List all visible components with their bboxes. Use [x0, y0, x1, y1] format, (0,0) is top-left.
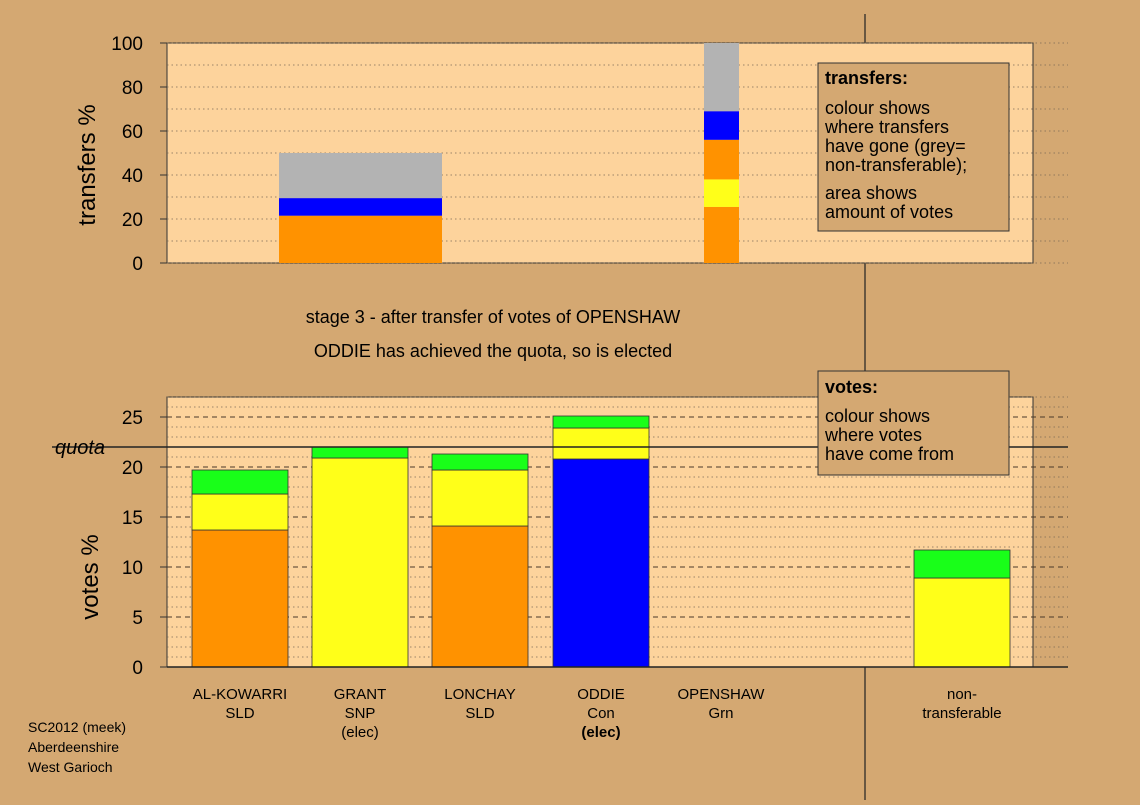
candidate-party-label: transferable: [922, 705, 1001, 722]
vote-bar-segment: [311, 446, 409, 459]
transfers-legend-box: [817, 62, 1010, 232]
votes-y-tick-label: 15: [122, 508, 143, 529]
transfers-legend-line: have gone (grey=: [825, 136, 966, 156]
candidate-name-label: OPENSHAW: [678, 686, 766, 703]
vote-bar-segment: [431, 525, 529, 668]
votes-legend-line: where votes: [824, 425, 922, 445]
candidate-status-label: (elec): [341, 724, 379, 741]
transfers-legend-line: colour shows: [825, 98, 930, 118]
transfer-bar-segment: [279, 153, 442, 199]
stage-caption: stage 3 - after transfer of votes of OPE…: [306, 307, 680, 327]
transfer-bar-segment: [704, 111, 739, 140]
candidate-name-label: non-: [947, 686, 977, 703]
transfers-legend: transfers: colour shows where transfers …: [817, 62, 1010, 232]
candidate-party-label: SLD: [465, 705, 494, 722]
transfer-bar-segment: [704, 139, 739, 180]
votes-y-axis-label: votes %: [77, 534, 104, 619]
transfer-bar-segment: [704, 43, 739, 112]
transfers-y-tick-label: 20: [122, 210, 143, 231]
transfer-bar-segment: [704, 179, 739, 207]
votes-legend-line: have come from: [825, 444, 954, 464]
vote-bar-segment: [431, 453, 529, 471]
candidate-name-label: GRANT: [334, 686, 387, 703]
votes-legend: votes: colour shows where votes have com…: [817, 370, 1010, 476]
transfers-y-tick-label: 80: [122, 78, 143, 99]
votes-legend-box: [817, 370, 1010, 476]
transfer-bar-segment: [704, 206, 739, 263]
votes-y-ticks: 0 5 10 15 20 25: [122, 408, 167, 679]
vote-bar-segment: [913, 549, 1011, 579]
vote-bar-segment: [311, 457, 409, 668]
transfers-legend-line: area shows: [825, 183, 917, 203]
transfers-y-ticks: 0 20 40 60 80 100: [111, 34, 167, 275]
transfer-bar-segment: [279, 198, 442, 216]
transfers-legend-line: non-transferable);: [825, 155, 967, 175]
quota-label: quota: [55, 437, 105, 459]
votes-legend-title: votes:: [825, 377, 878, 397]
votes-y-tick-label: 0: [132, 658, 143, 679]
transfers-bars: [279, 43, 739, 263]
transfers-y-tick-label: 0: [132, 254, 143, 275]
candidate-party-label: Grn: [708, 705, 733, 722]
transfers-legend-line: where transfers: [824, 117, 949, 137]
transfers-y-tick-label: 40: [122, 166, 143, 187]
candidate-party-label: Con: [587, 705, 615, 722]
candidate-labels: AL-KOWARRI SLD GRANT SNP (elec) LONCHAY …: [193, 686, 1002, 741]
elected-caption: ODDIE has achieved the quota, so is elec…: [314, 341, 672, 361]
transfers-y-axis-label: transfers %: [74, 104, 101, 225]
transfers-legend-line: amount of votes: [825, 202, 953, 222]
footer-line: SC2012 (meek): [28, 719, 126, 735]
votes-y-tick-label: 5: [132, 608, 143, 629]
footer-line: Aberdeenshire: [28, 739, 119, 755]
transfers-y-tick-label: 100: [111, 34, 143, 55]
votes-y-tick-label: 10: [122, 558, 143, 579]
transfers-y-tick-label: 60: [122, 122, 143, 143]
vote-bar-segment: [191, 493, 289, 531]
candidate-name-label: AL-KOWARRI: [193, 686, 287, 703]
candidate-name-label: LONCHAY: [444, 686, 515, 703]
transfers-gridlines: [167, 42, 1068, 264]
votes-y-tick-label: 25: [122, 408, 143, 429]
vote-bar-segment: [552, 458, 650, 668]
votes-legend-line: colour shows: [825, 406, 930, 426]
candidate-party-label: SNP: [345, 705, 376, 722]
candidate-party-label: SLD: [225, 705, 254, 722]
vote-bar-segment: [552, 415, 650, 429]
candidate-status-label: (elec): [581, 724, 620, 741]
vote-bar-segment: [913, 577, 1011, 668]
transfers-legend-title: transfers:: [825, 68, 908, 88]
vote-bar-segment: [191, 529, 289, 668]
footer-line: West Garioch: [28, 759, 113, 775]
transfer-bar-segment: [279, 215, 442, 263]
vote-bar-segment: [431, 469, 529, 527]
votes-y-tick-label: 20: [122, 458, 143, 479]
candidate-name-label: ODDIE: [577, 686, 625, 703]
vote-bar-segment: [191, 469, 289, 495]
vote-bar-segment: [552, 427, 650, 460]
votes-bars: [191, 415, 1011, 668]
